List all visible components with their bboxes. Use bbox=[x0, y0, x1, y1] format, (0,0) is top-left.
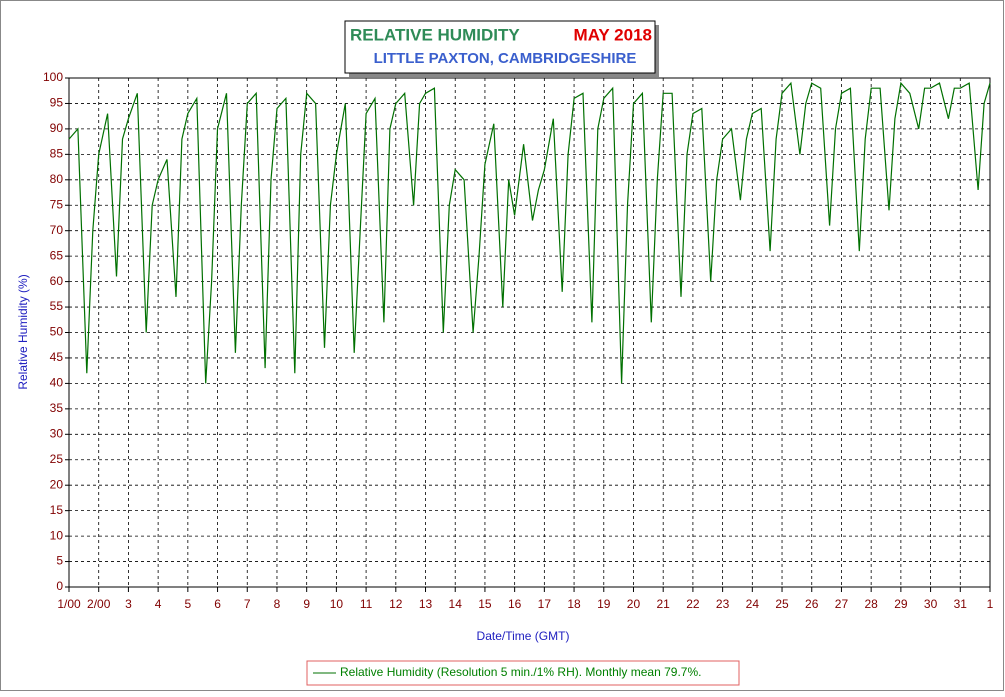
y-tick-label: 100 bbox=[43, 70, 63, 84]
y-tick-label: 85 bbox=[50, 147, 64, 161]
x-tick-label: 30 bbox=[924, 597, 938, 611]
legend-box bbox=[306, 660, 740, 686]
chart-title: RELATIVE HUMIDITY bbox=[350, 25, 520, 44]
x-tick-label: 5 bbox=[184, 597, 191, 611]
y-tick-label: 15 bbox=[50, 503, 64, 517]
y-tick-label: 0 bbox=[56, 579, 63, 593]
x-tick-label: 4 bbox=[155, 597, 162, 611]
x-tick-label: 11 bbox=[360, 597, 373, 611]
x-tick-label: 7 bbox=[244, 597, 251, 611]
x-tick-label: 26 bbox=[805, 597, 819, 611]
y-tick-label: 35 bbox=[50, 401, 64, 415]
y-tick-label: 95 bbox=[50, 96, 64, 110]
x-tick-label: 13 bbox=[419, 597, 433, 611]
y-tick-label: 40 bbox=[50, 376, 64, 390]
x-tick-label: 21 bbox=[657, 597, 671, 611]
x-tick-label: 3 bbox=[125, 597, 132, 611]
legend-label: Relative Humidity (Resolution 5 min./1% … bbox=[340, 665, 701, 679]
y-axis-label: Relative Humidity (%) bbox=[16, 274, 30, 389]
x-tick-label: 2/00 bbox=[87, 597, 111, 611]
y-tick-label: 60 bbox=[50, 274, 64, 288]
x-tick-label: 19 bbox=[597, 597, 611, 611]
data-line bbox=[68, 81, 991, 384]
x-tick-label: 24 bbox=[746, 597, 760, 611]
x-tick-label: 1/00 bbox=[57, 597, 81, 611]
x-tick-label: 23 bbox=[716, 597, 730, 611]
plot-border bbox=[68, 77, 991, 588]
y-tick-label: 80 bbox=[50, 172, 64, 186]
x-axis-label: Date/Time (GMT) bbox=[477, 629, 570, 643]
y-tick-label: 25 bbox=[50, 452, 64, 466]
title-box bbox=[344, 20, 656, 74]
y-tick-label: 55 bbox=[50, 299, 64, 313]
x-tick-label: 12 bbox=[389, 597, 403, 611]
y-tick-label: 20 bbox=[50, 477, 64, 491]
y-tick-label: 65 bbox=[50, 248, 64, 262]
y-tick-label: 30 bbox=[50, 426, 64, 440]
x-tick-label: 14 bbox=[449, 597, 463, 611]
x-tick-label: 29 bbox=[894, 597, 908, 611]
x-tick-label: 20 bbox=[627, 597, 641, 611]
x-tick-label: 16 bbox=[508, 597, 522, 611]
y-tick-label: 75 bbox=[50, 197, 64, 211]
chart-title-period: MAY 2018 bbox=[574, 25, 652, 44]
x-tick-label: 28 bbox=[864, 597, 878, 611]
y-tick-label: 10 bbox=[50, 528, 64, 542]
y-tick-label: 50 bbox=[50, 325, 64, 339]
x-tick-label: 31 bbox=[954, 597, 968, 611]
x-tick-label: 6 bbox=[214, 597, 221, 611]
x-tick-label: 17 bbox=[538, 597, 552, 611]
y-tick-label: 5 bbox=[56, 554, 63, 568]
x-tick-label: 22 bbox=[686, 597, 700, 611]
y-tick-label: 70 bbox=[50, 223, 64, 237]
x-tick-label: 1 bbox=[987, 597, 994, 611]
x-tick-label: 10 bbox=[330, 597, 344, 611]
plot-area bbox=[69, 78, 990, 587]
y-tick-label: 45 bbox=[50, 350, 64, 364]
x-tick-label: 15 bbox=[478, 597, 492, 611]
x-tick-label: 9 bbox=[303, 597, 310, 611]
x-tick-label: 27 bbox=[835, 597, 849, 611]
x-tick-label: 25 bbox=[775, 597, 789, 611]
chart-subtitle: LITTLE PAXTON, CAMBRIDGESHIRE bbox=[374, 50, 637, 67]
x-tick-label: 18 bbox=[567, 597, 581, 611]
y-tick-label: 90 bbox=[50, 121, 64, 135]
x-tick-label: 8 bbox=[274, 597, 281, 611]
